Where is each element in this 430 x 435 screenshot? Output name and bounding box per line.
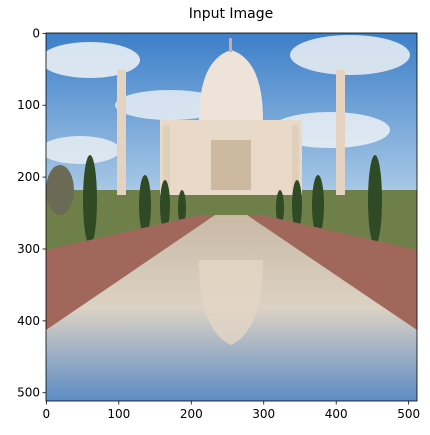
y-tick-label: 0: [32, 26, 40, 40]
chart-title: Input Image: [189, 6, 274, 22]
x-tick-label: 200: [180, 407, 203, 421]
y-tick-label: 500: [17, 386, 40, 400]
y-tick-label: 200: [17, 170, 40, 184]
y-tick-label: 300: [17, 242, 40, 256]
image: [46, 33, 417, 401]
x-tick-label: 0: [43, 407, 51, 421]
x-tick-label: 300: [252, 407, 275, 421]
x-tick-label: 500: [397, 407, 420, 421]
x-tick-label: 400: [325, 407, 348, 421]
axes-frame: [45, 32, 418, 402]
y-tick-label: 100: [17, 98, 40, 112]
y-tick-label: 400: [17, 314, 40, 328]
x-tick-label: 100: [107, 407, 130, 421]
